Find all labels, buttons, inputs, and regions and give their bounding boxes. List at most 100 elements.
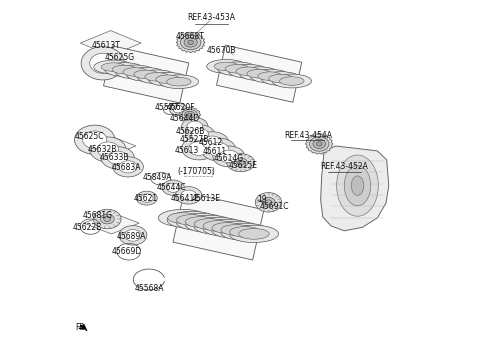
Text: 45691C: 45691C bbox=[260, 202, 289, 211]
Polygon shape bbox=[216, 45, 302, 102]
Ellipse shape bbox=[93, 209, 121, 229]
Polygon shape bbox=[79, 135, 136, 157]
Ellipse shape bbox=[201, 138, 236, 161]
Ellipse shape bbox=[336, 155, 378, 216]
Text: 45625C: 45625C bbox=[75, 133, 105, 141]
Ellipse shape bbox=[212, 223, 242, 233]
Text: 45633B: 45633B bbox=[99, 153, 129, 162]
Text: 19: 19 bbox=[257, 195, 266, 204]
Text: 45613T: 45613T bbox=[92, 42, 120, 50]
Ellipse shape bbox=[74, 125, 115, 154]
Ellipse shape bbox=[173, 105, 183, 113]
Text: 45681G: 45681G bbox=[83, 211, 112, 220]
Ellipse shape bbox=[145, 73, 169, 81]
Ellipse shape bbox=[221, 224, 252, 235]
Text: 45626B: 45626B bbox=[176, 127, 205, 135]
Ellipse shape bbox=[261, 72, 300, 86]
Ellipse shape bbox=[239, 229, 269, 239]
Ellipse shape bbox=[313, 139, 325, 149]
Ellipse shape bbox=[97, 142, 119, 157]
Ellipse shape bbox=[116, 65, 155, 79]
Ellipse shape bbox=[251, 69, 290, 83]
Text: REF.43-453A: REF.43-453A bbox=[188, 13, 236, 22]
Ellipse shape bbox=[105, 62, 144, 76]
Ellipse shape bbox=[167, 77, 191, 86]
Ellipse shape bbox=[113, 157, 144, 177]
Ellipse shape bbox=[258, 72, 282, 80]
Polygon shape bbox=[321, 146, 389, 231]
Ellipse shape bbox=[237, 161, 244, 165]
Polygon shape bbox=[179, 107, 201, 122]
Ellipse shape bbox=[195, 132, 229, 153]
Ellipse shape bbox=[126, 67, 166, 81]
Polygon shape bbox=[176, 32, 205, 53]
Ellipse shape bbox=[194, 218, 225, 229]
Ellipse shape bbox=[225, 65, 250, 73]
Ellipse shape bbox=[136, 191, 157, 205]
Text: 45612: 45612 bbox=[198, 138, 223, 147]
Polygon shape bbox=[80, 325, 87, 331]
Ellipse shape bbox=[156, 75, 180, 83]
Ellipse shape bbox=[175, 187, 202, 204]
Text: REF.43-454A: REF.43-454A bbox=[284, 131, 332, 140]
Ellipse shape bbox=[159, 75, 199, 89]
Ellipse shape bbox=[112, 65, 136, 74]
Text: 45849A: 45849A bbox=[143, 173, 172, 182]
Ellipse shape bbox=[158, 209, 208, 227]
Ellipse shape bbox=[141, 194, 153, 202]
Ellipse shape bbox=[134, 70, 158, 79]
Text: 45613E: 45613E bbox=[192, 194, 220, 203]
Polygon shape bbox=[305, 134, 333, 154]
Text: 45613: 45613 bbox=[175, 146, 199, 155]
Ellipse shape bbox=[168, 213, 198, 223]
Ellipse shape bbox=[185, 125, 215, 144]
Ellipse shape bbox=[180, 190, 196, 201]
Ellipse shape bbox=[236, 67, 261, 75]
Ellipse shape bbox=[207, 59, 246, 73]
Ellipse shape bbox=[137, 70, 177, 84]
Ellipse shape bbox=[208, 143, 229, 156]
Ellipse shape bbox=[203, 219, 252, 237]
Ellipse shape bbox=[123, 68, 147, 76]
Ellipse shape bbox=[230, 227, 260, 237]
Ellipse shape bbox=[101, 63, 126, 71]
Ellipse shape bbox=[104, 217, 111, 221]
Ellipse shape bbox=[189, 142, 209, 155]
Ellipse shape bbox=[194, 217, 243, 235]
Ellipse shape bbox=[269, 74, 293, 83]
Ellipse shape bbox=[119, 225, 147, 245]
Ellipse shape bbox=[310, 136, 329, 151]
Text: 45611: 45611 bbox=[203, 147, 227, 156]
Ellipse shape bbox=[176, 213, 226, 231]
Ellipse shape bbox=[181, 118, 208, 135]
Text: 45644D: 45644D bbox=[170, 114, 200, 124]
Text: 45641E: 45641E bbox=[170, 194, 200, 203]
Ellipse shape bbox=[202, 136, 222, 149]
Ellipse shape bbox=[81, 46, 124, 80]
Text: 45527B: 45527B bbox=[180, 135, 209, 144]
Ellipse shape bbox=[217, 62, 257, 76]
Ellipse shape bbox=[219, 150, 239, 163]
Ellipse shape bbox=[185, 217, 216, 227]
Ellipse shape bbox=[94, 60, 133, 74]
Text: 45615E: 45615E bbox=[228, 161, 257, 170]
Ellipse shape bbox=[214, 62, 239, 70]
Ellipse shape bbox=[212, 221, 261, 239]
Text: 45632B: 45632B bbox=[88, 145, 118, 154]
Ellipse shape bbox=[213, 146, 245, 167]
Ellipse shape bbox=[167, 211, 216, 229]
Ellipse shape bbox=[272, 74, 312, 88]
Ellipse shape bbox=[125, 230, 141, 241]
Text: 45568A: 45568A bbox=[134, 284, 164, 293]
Ellipse shape bbox=[227, 154, 254, 172]
Polygon shape bbox=[84, 213, 139, 234]
Text: 45577: 45577 bbox=[155, 103, 179, 112]
Ellipse shape bbox=[240, 67, 279, 81]
Ellipse shape bbox=[191, 129, 209, 140]
Ellipse shape bbox=[255, 193, 282, 212]
Text: 45668T: 45668T bbox=[175, 32, 204, 40]
Text: 45620F: 45620F bbox=[167, 103, 195, 112]
Ellipse shape bbox=[344, 165, 371, 206]
Ellipse shape bbox=[262, 198, 275, 207]
Ellipse shape bbox=[185, 215, 234, 233]
